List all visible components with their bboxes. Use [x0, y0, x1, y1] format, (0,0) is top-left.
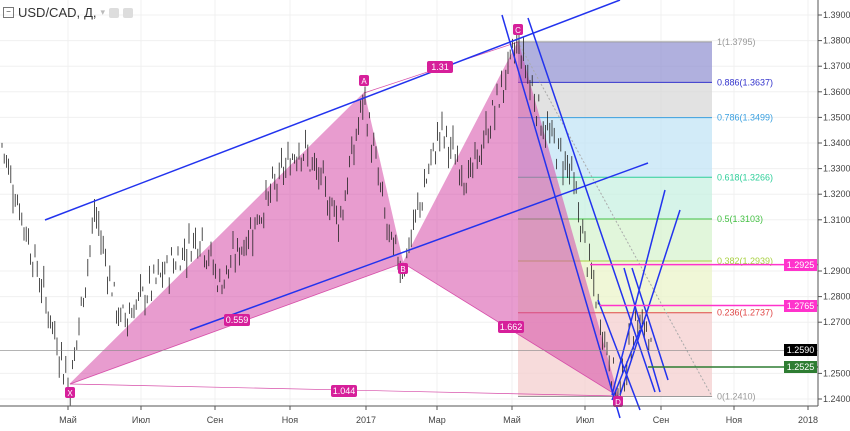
price-tick-label: 1.2400 [823, 394, 850, 404]
pattern-point-label: B [400, 265, 405, 274]
pattern-point-marker [398, 263, 408, 274]
interval-label[interactable]: Д, [84, 5, 97, 20]
chart-header: − USD/CAD, Д, ▾ [3, 5, 134, 20]
fib-level-label: 0.236(1.2737) [717, 308, 773, 318]
time-tick-label: Ноя [282, 415, 299, 425]
time-tick-label: Июл [132, 415, 150, 425]
trend-line [501, 14, 621, 419]
pattern-point-label: A [361, 77, 367, 86]
pattern-point-label: D [615, 398, 621, 407]
price-tick-label: 1.3600 [823, 87, 850, 97]
fib-trend-line [517, 41, 713, 397]
pattern-point-label: X [67, 389, 73, 398]
price-tick-label: 1.3800 [823, 36, 850, 46]
price-tick-label: 1.3500 [823, 112, 850, 122]
trend-line [623, 267, 661, 393]
price-tag: 1.2765 [784, 299, 817, 312]
pattern-point-marker [613, 396, 623, 407]
ratio-badge [331, 385, 357, 397]
time-tick-label: 2017 [356, 415, 376, 425]
fib-zone [518, 41, 712, 83]
trend-line [611, 329, 641, 401]
ratio-label: 0.559 [226, 315, 249, 325]
eye-icon[interactable] [109, 7, 120, 18]
price-tag: 1.2525 [784, 361, 817, 373]
time-tick-label: Мар [428, 415, 446, 425]
price-tick-label: 1.2700 [823, 317, 850, 327]
price-tick-label: 1.3400 [823, 138, 850, 148]
fib-zone [518, 82, 712, 118]
symbol-label[interactable]: USD/CAD, [18, 5, 81, 20]
price-tick-label: 1.2800 [823, 292, 850, 302]
price-tick-label: 1.3700 [823, 61, 850, 71]
ratio-label: 1.044 [333, 386, 356, 396]
collapse-icon[interactable]: − [3, 7, 14, 18]
trend-line [611, 189, 666, 396]
price-tick-label: 1.2500 [823, 368, 850, 378]
trend-line [597, 299, 641, 411]
dropdown-icon[interactable]: ▾ [100, 7, 106, 17]
time-tick-label: Ноя [726, 415, 743, 425]
trend-line [631, 267, 669, 381]
trend-line [44, 0, 621, 221]
price-tick-label: 1.3300 [823, 164, 850, 174]
price-tick-label: 1.3100 [823, 215, 850, 225]
ratio-label: 1.662 [500, 322, 523, 332]
pattern-point-marker [65, 387, 75, 398]
trend-line [527, 17, 656, 393]
time-tick-label: Июл [576, 415, 594, 425]
fib-level-label: 0.786(1.3499) [717, 113, 773, 123]
trend-line [619, 209, 681, 396]
pattern-point-marker [359, 75, 369, 86]
price-tag: 1.2925 [784, 258, 817, 271]
pattern-triangle-xab [69, 92, 404, 385]
fib-level-label: 0.5(1.3103) [717, 214, 763, 224]
fib-level-label: 0.886(1.3637) [717, 77, 773, 87]
fib-level-label: 1(1.3795) [717, 37, 756, 47]
time-tick-label: Сен [653, 415, 670, 425]
price-tag: 1.2590 [784, 344, 817, 357]
time-tick-label: Май [59, 415, 77, 425]
pattern-point-label: C [515, 26, 521, 35]
price-tick-label: 1.2900 [823, 266, 850, 276]
price-tick-label: 1.3900 [823, 10, 850, 20]
time-tick-label: 2018 [798, 415, 818, 425]
ratio-badge [427, 61, 453, 73]
trend-line [189, 162, 649, 331]
ratio-badge [498, 321, 524, 333]
time-tick-label: Май [503, 415, 521, 425]
fib-level-label: 0.618(1.3266) [717, 172, 773, 182]
ratio-badge [224, 314, 250, 326]
price-tick-label: 1.3200 [823, 189, 850, 199]
fib-level-label: 0(1.2410) [717, 391, 756, 401]
pattern-point-marker [513, 24, 523, 35]
gear-icon[interactable] [123, 7, 134, 18]
ratio-label: 1.31 [431, 62, 449, 72]
fib-level-label: 0.382(1.2939) [717, 256, 773, 266]
time-tick-label: Сен [207, 415, 224, 425]
